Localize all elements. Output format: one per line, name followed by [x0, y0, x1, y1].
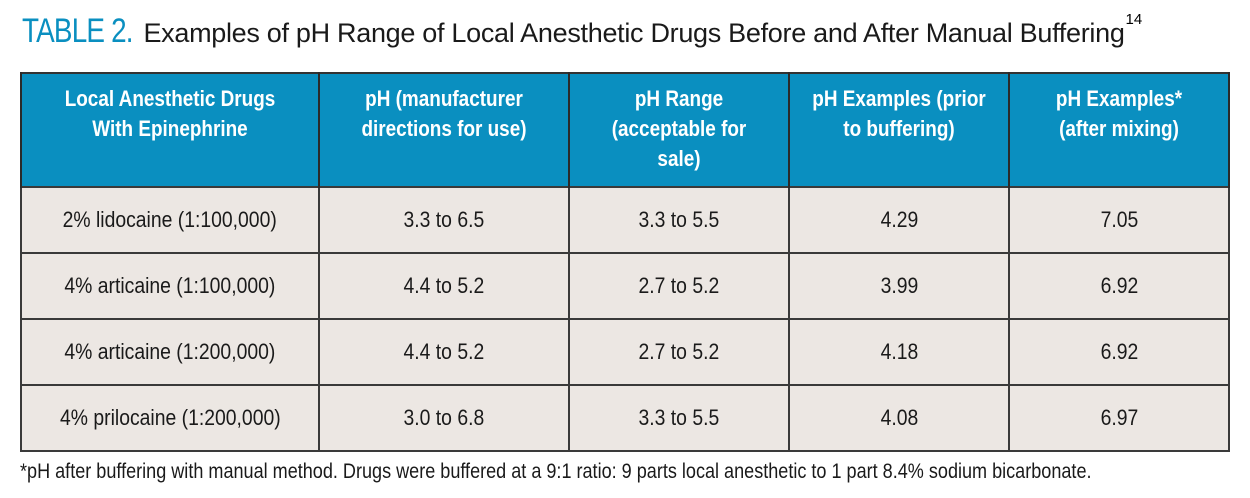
cell-ph-manufacturer: 3.0 to 6.8 [318, 384, 570, 452]
table-row: 4% articaine (1:200,000) 4.4 to 5.2 2.7 … [20, 318, 1230, 386]
header-drug: Local Anesthetic Drugs With Epinephrine [20, 73, 320, 187]
cell-ph-manufacturer: 4.4 to 5.2 [318, 252, 570, 320]
cell-drug: 4% prilocaine (1:200,000) [20, 384, 320, 452]
cell-drug: 2% lidocaine (1:100,000) [20, 186, 320, 254]
header-row: Local Anesthetic Drugs With Epinephrine … [20, 73, 1230, 187]
cell-ph-range: 2.7 to 5.2 [568, 252, 790, 320]
cell-ph-prior: 4.18 [788, 318, 1010, 386]
table-caption: Examples of pH Range of Local Anesthetic… [143, 18, 1125, 48]
reference-superscript: 14 [1125, 11, 1143, 28]
table-title: TABLE 2. Examples of pH Range of Local A… [22, 11, 1143, 50]
header-ph-range: pH Range (acceptable for sale) [568, 73, 790, 187]
cell-ph-after: 6.92 [1008, 252, 1230, 320]
table-row: 4% articaine (1:100,000) 4.4 to 5.2 2.7 … [20, 252, 1230, 320]
table-row: 4% prilocaine (1:200,000) 3.0 to 6.8 3.3… [20, 384, 1230, 452]
table-row: 2% lidocaine (1:100,000) 3.3 to 6.5 3.3 … [20, 186, 1230, 254]
cell-drug: 4% articaine (1:100,000) [20, 252, 320, 320]
cell-ph-prior: 4.29 [788, 186, 1010, 254]
table-footnote: *pH after buffering with manual method. … [20, 460, 1092, 483]
cell-ph-prior: 3.99 [788, 252, 1010, 320]
header-ph-manufacturer: pH (manufacturer directions for use) [318, 73, 570, 187]
cell-ph-manufacturer: 4.4 to 5.2 [318, 318, 570, 386]
cell-ph-after: 7.05 [1008, 186, 1230, 254]
header-ph-prior: pH Examples (prior to buffering) [788, 73, 1010, 187]
table-number-label: TABLE 2. [22, 12, 134, 50]
cell-ph-prior: 4.08 [788, 384, 1010, 452]
cell-drug: 4% articaine (1:200,000) [20, 318, 320, 386]
cell-ph-after: 6.97 [1008, 384, 1230, 452]
ph-range-table: Local Anesthetic Drugs With Epinephrine … [20, 72, 1230, 452]
cell-ph-manufacturer: 3.3 to 6.5 [318, 186, 570, 254]
cell-ph-range: 3.3 to 5.5 [568, 384, 790, 452]
header-ph-after: pH Examples* (after mixing) [1008, 73, 1230, 187]
cell-ph-range: 2.7 to 5.2 [568, 318, 790, 386]
cell-ph-after: 6.92 [1008, 318, 1230, 386]
cell-ph-range: 3.3 to 5.5 [568, 186, 790, 254]
